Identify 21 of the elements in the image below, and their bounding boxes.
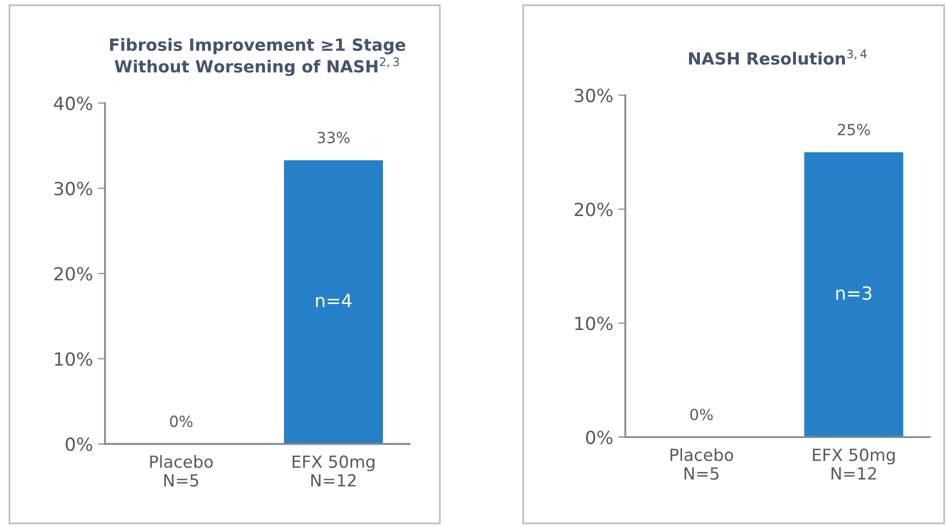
chart-title: NASH Resolution$^{3,4}$ — [689, 49, 867, 65]
y-tick-label: 30% — [54, 182, 92, 196]
chart-title: Fibrosis Improvement ≥1 Stage Without Worsening of NASH$^{2,3}$ — [110, 38, 406, 76]
x-tick-label: EFX 50mg N=12 — [292, 455, 374, 486]
y-tick-label: 0% — [66, 437, 92, 452]
y-tick-label: 0% — [586, 430, 613, 444]
data-label: 0% — [170, 416, 192, 428]
y-tick-label: 20% — [574, 202, 613, 216]
x-tick-label: EFX 50mg N=12 — [812, 448, 895, 480]
y-tick-label: 10% — [55, 352, 92, 366]
x-tick-label: Placebo N=5 — [670, 448, 734, 480]
data-label: 0% — [690, 408, 713, 420]
data-label: 25% — [838, 124, 870, 136]
y-tick-label: 20% — [54, 266, 92, 281]
annotation: n=3 — [836, 286, 872, 300]
data-label: 33% — [318, 132, 350, 144]
x-tick-label: Placebo N=5 — [150, 455, 213, 487]
annotation: n=4 — [316, 294, 352, 308]
y-tick-label: 10% — [575, 316, 613, 330]
y-tick-label: 30% — [574, 88, 613, 102]
y-tick-label: 40% — [54, 96, 92, 110]
